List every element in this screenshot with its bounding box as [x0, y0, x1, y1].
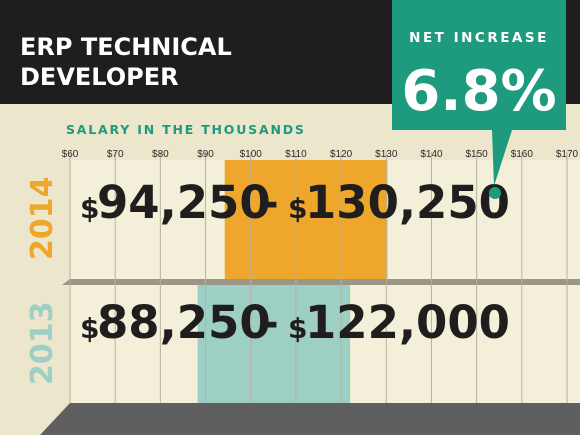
x-tick-label: $90	[197, 149, 214, 160]
high-value-2014: 130,250	[305, 176, 510, 229]
title-line-1: ERP TECHNICAL	[20, 33, 232, 61]
x-tick-label: $130	[375, 149, 398, 160]
callout-dot	[489, 187, 501, 199]
range-bar-2013	[197, 285, 351, 403]
callout-box	[392, 0, 566, 130]
x-tick-label: $120	[330, 149, 353, 160]
salary-text-2013: $ 88,250 - $ 122,000	[80, 296, 510, 349]
gridlines	[69, 152, 568, 403]
dollar-sign: $	[288, 192, 307, 225]
year-label-2014: 2014	[25, 177, 60, 261]
x-axis-ticks: $60 $70 $80 $90 $100 $110 $120 $130 $140 $150 $160…	[62, 149, 579, 160]
x-tick-label: $160	[511, 149, 534, 160]
low-value-2013: 88,250	[97, 296, 271, 349]
net-increase-callout: NET INCREASE 6.8%	[392, 0, 566, 199]
range-dash: -	[262, 300, 279, 346]
title-line-2: DEVELOPER	[20, 63, 179, 91]
callout-pointer	[492, 130, 512, 186]
dollar-sign: $	[288, 312, 307, 345]
x-tick-label: $80	[152, 149, 169, 160]
x-tick-label: $110	[285, 149, 307, 160]
x-tick-label: $150	[466, 149, 489, 160]
x-tick-label: $60	[62, 149, 79, 160]
high-value-2013: 122,000	[305, 296, 510, 349]
callout-value: 6.8%	[401, 59, 556, 124]
range-bar-2014	[224, 160, 388, 279]
row-shadow-2014	[62, 279, 580, 285]
dollar-sign: $	[80, 192, 99, 225]
year-label-2013: 2013	[25, 302, 60, 386]
x-tick-label: $100	[240, 149, 263, 160]
callout-label: NET INCREASE	[409, 30, 549, 46]
x-tick-label: $170	[556, 149, 579, 160]
row-shadow-2013	[40, 403, 580, 435]
dollar-sign: $	[80, 312, 99, 345]
low-value-2014: 94,250	[97, 176, 271, 229]
salary-text-2014: $ 94,250 - $ 130,250	[80, 176, 510, 229]
x-tick-label: $140	[420, 149, 443, 160]
range-dash: -	[262, 180, 279, 226]
chart-subtitle: SALARY IN THE THOUSANDS	[66, 122, 306, 137]
x-tick-label: $70	[107, 149, 124, 160]
